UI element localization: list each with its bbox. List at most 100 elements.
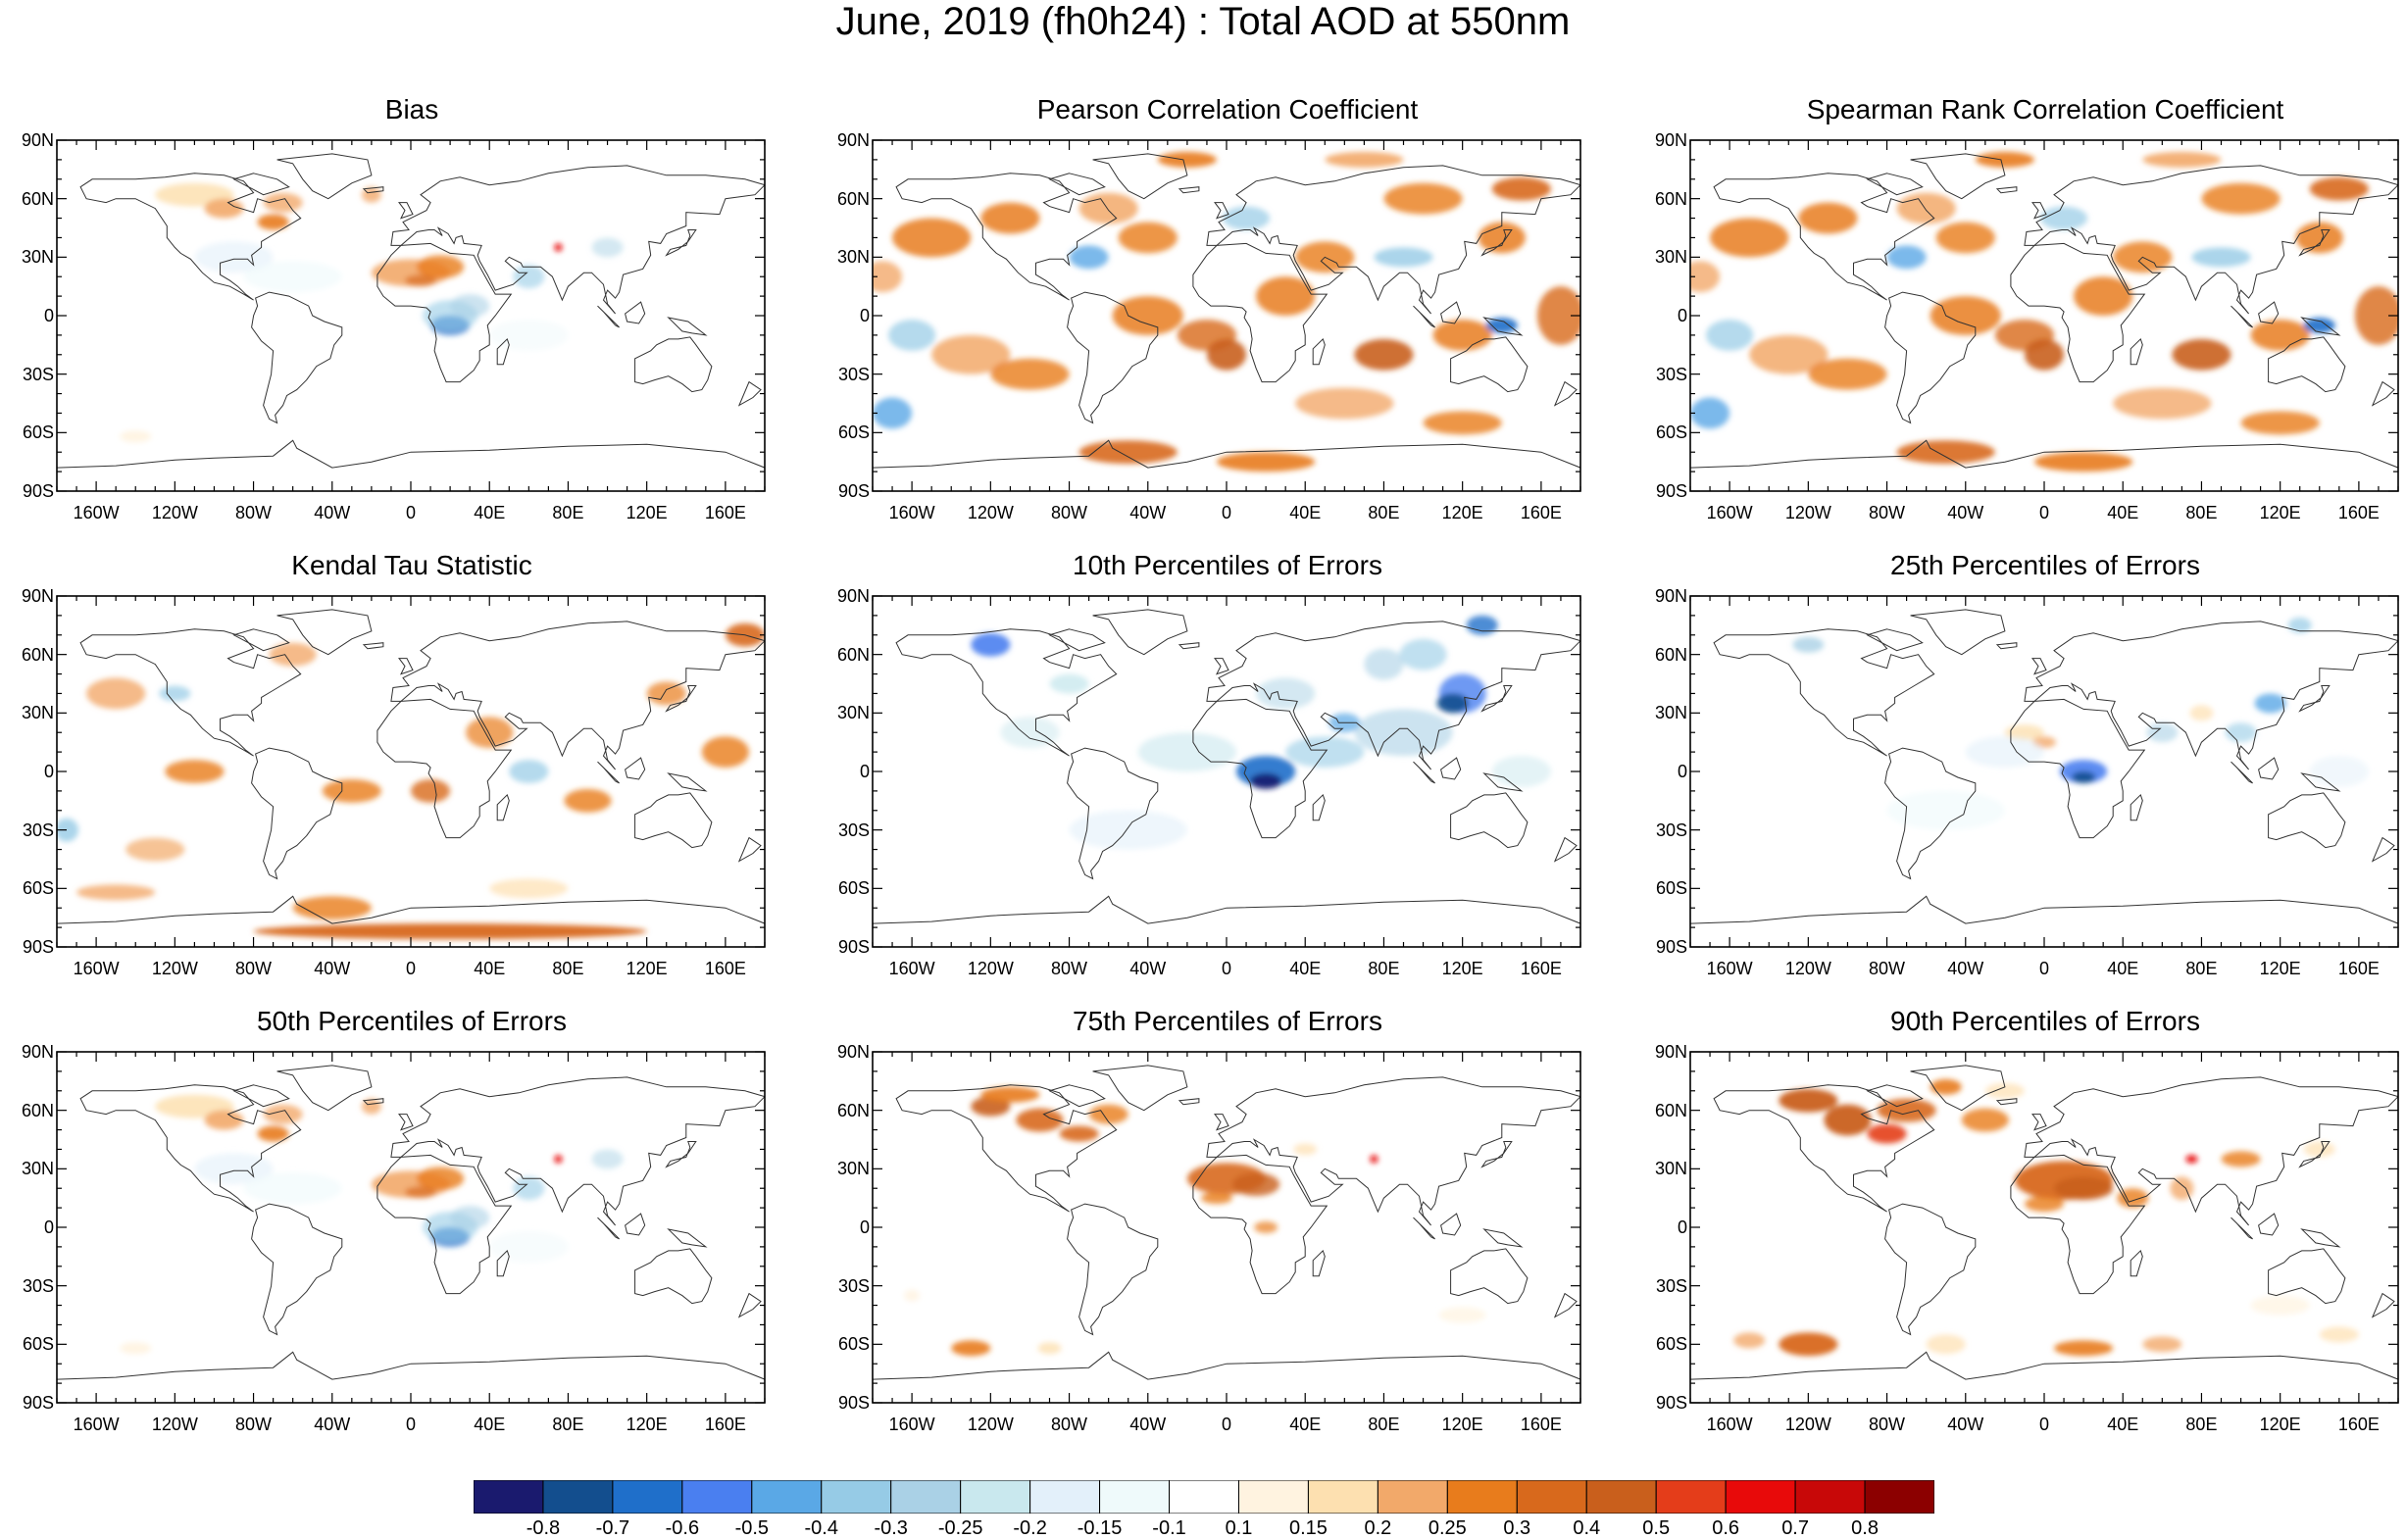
colorbar-swatch <box>821 1480 892 1514</box>
aod-field-patch <box>2039 206 2088 230</box>
map-panel: 75th Percentiles of Errors 90N 60N 30N 0 30S 6… <box>816 1005 1639 1434</box>
longitude-tick-label: 0 <box>2038 959 2049 978</box>
coastline-greenland <box>1092 1065 1188 1112</box>
aod-field-patch <box>1896 192 1956 224</box>
aod-field-patch <box>1792 636 1825 653</box>
coastline-new-zealand <box>737 380 762 407</box>
aod-field-patch <box>1295 387 1394 420</box>
coastline-baffin <box>1866 628 1924 652</box>
panel-title: 90th Percentiles of Errors <box>1890 1006 2200 1036</box>
colorbar-swatch <box>1237 1480 1309 1514</box>
coastline-greenland <box>1092 609 1188 656</box>
coastline-north-america <box>895 1084 1118 1213</box>
longitude-tick-label: 80E <box>2185 959 2218 978</box>
aod-field-patch <box>1383 182 1463 215</box>
latitude-tick-label: 90N <box>836 1042 870 1062</box>
coastline-uk <box>2031 658 2047 675</box>
longitude-tick-label: 120W <box>151 1415 198 1434</box>
world-map <box>56 595 766 948</box>
coastline-north-america <box>1713 628 1935 757</box>
latitude-tick-label: 90S <box>1655 481 1687 501</box>
aod-field-patch <box>120 1342 152 1355</box>
aod-field-patch <box>292 896 372 920</box>
longitude-tick-label: 40W <box>1129 959 1167 978</box>
longitude-tick-label: 80W <box>235 1415 273 1434</box>
longitude-tick-label: 0 <box>405 1415 416 1434</box>
colorbar-swatch <box>1725 1480 1796 1514</box>
colorbar-swatch <box>474 1480 544 1514</box>
coastline-south-america <box>251 1203 343 1336</box>
colorbar-tick-label: 0.6 <box>1712 1517 1740 1539</box>
aod-field-patch <box>450 294 490 318</box>
latitude-tick-label: 90N <box>21 586 54 606</box>
longitude-tick-label: 160W <box>1706 959 1753 978</box>
aod-field-patch <box>361 186 381 203</box>
aod-field-patch <box>1779 1332 1838 1357</box>
coastline-greenland <box>1910 153 2006 200</box>
aod-field-patch <box>1112 296 1183 335</box>
aod-field-patch <box>1423 411 1502 435</box>
latitude-tick-label: 60S <box>837 422 870 443</box>
longitude-tick-label: 0 <box>1221 959 1231 978</box>
aod-field-patch <box>1037 1342 1062 1355</box>
longitude-tick-label: 160W <box>73 959 120 978</box>
axis-ticks <box>872 139 1581 492</box>
coastline-madagascar <box>496 1249 510 1277</box>
coastline-madagascar <box>2130 793 2143 821</box>
aod-field-patch <box>2309 176 2369 201</box>
aod-field-patch <box>1965 736 2044 769</box>
aod-field-patch <box>904 1289 921 1302</box>
latitude-tick-label: 60S <box>1655 878 1687 899</box>
longitude-tick-label: 40E <box>474 1415 506 1434</box>
coastline-sumatra <box>2231 761 2253 784</box>
longitude-tick-label: 80E <box>1368 1415 1400 1434</box>
coastline-south-america <box>1884 747 1977 880</box>
longitude-tick-label: 120E <box>626 1415 668 1434</box>
latitude-tick-label: 90N <box>21 130 54 150</box>
coastline-eurasia <box>390 1076 765 1226</box>
longitude-tick-label: 120E <box>1441 503 1483 522</box>
longitude-tick-label: 80W <box>1869 959 1906 978</box>
colorbar-tick-label: 0.1 <box>1225 1517 1253 1539</box>
coastline-iceland <box>362 186 384 194</box>
longitude-tick-label: 160E <box>704 1415 746 1434</box>
coastline-madagascar <box>1312 1249 1326 1277</box>
aod-field-patch <box>2117 1188 2149 1209</box>
coastline-new-zealand <box>737 836 762 863</box>
panel-title: 75th Percentiles of Errors <box>1073 1006 1382 1036</box>
longitude-tick-label: 160E <box>1520 1415 1562 1434</box>
coastline-eurasia <box>2024 165 2398 315</box>
aod-field-patch <box>204 1110 244 1130</box>
longitude-tick-label: 80E <box>1368 959 1400 978</box>
latitude-tick-label: 60S <box>1655 422 1687 443</box>
aod-field-patch <box>1896 440 1995 465</box>
longitude-tick-label: 80W <box>1051 959 1088 978</box>
aod-field-patch <box>591 237 624 258</box>
coastline-africa <box>1192 1154 1328 1295</box>
aod-field-patch <box>1049 673 1089 694</box>
aod-field-patch <box>1200 1192 1233 1205</box>
aod-field-patch <box>489 1230 569 1263</box>
colorbar-swatch <box>1516 1480 1587 1514</box>
aod-field-patch <box>1016 1108 1064 1132</box>
colorbar-tick-label: -0.25 <box>937 1517 983 1539</box>
aod-field-patch <box>646 681 686 706</box>
aod-field-patch <box>120 430 152 443</box>
longitude-tick-label: 80E <box>552 959 584 978</box>
coastline-baffin <box>1866 1084 1924 1108</box>
aod-field-patch <box>2225 722 2257 743</box>
coastline-antarctica <box>1690 439 2398 469</box>
latitude-tick-label: 30S <box>1655 364 1687 384</box>
longitude-tick-label: 120E <box>2259 1415 2301 1434</box>
colorbar-swatch <box>681 1480 753 1514</box>
aod-field-patch <box>243 261 342 293</box>
coastline-sumatra <box>2231 1217 2253 1240</box>
longitude-tick-label: 80E <box>1368 503 1400 522</box>
axis-ticks <box>56 139 766 492</box>
longitude-tick-label: 80W <box>1869 503 1906 522</box>
latitude-tick-label: 60S <box>22 422 54 443</box>
longitude-tick-label: 120W <box>967 1415 1014 1434</box>
longitude-tick-label: 120E <box>626 503 668 522</box>
aod-field-patch <box>1216 452 1316 472</box>
latitude-tick-label: 30N <box>21 247 54 268</box>
